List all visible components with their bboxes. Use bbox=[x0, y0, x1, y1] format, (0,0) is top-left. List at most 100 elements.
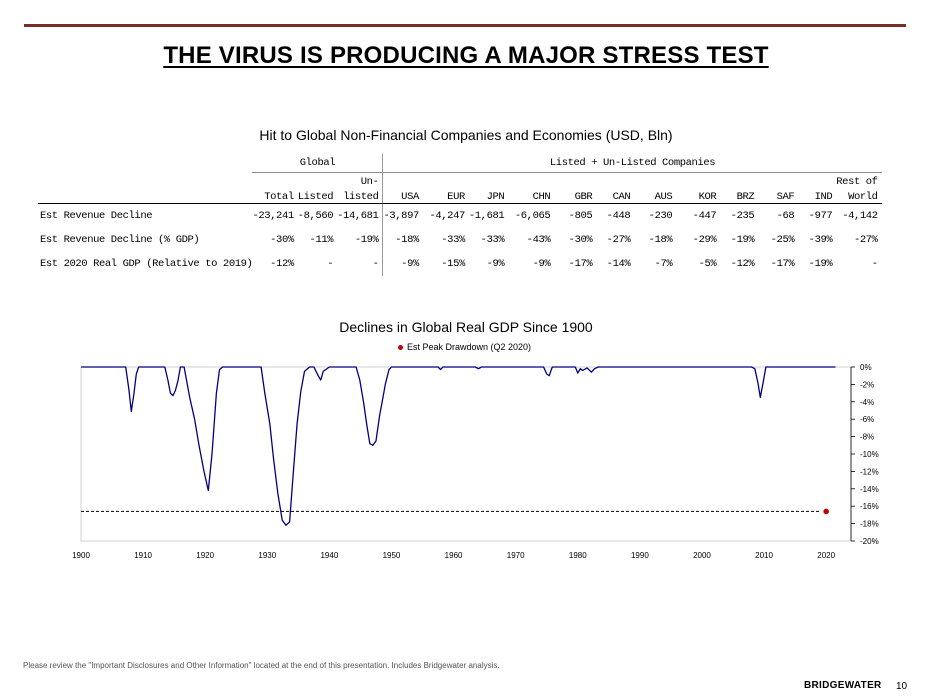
y-tick-label: -8% bbox=[860, 433, 874, 442]
table-cell: -23,241 bbox=[252, 210, 294, 222]
column-header: Listed bbox=[297, 188, 338, 204]
column-header: SAF bbox=[758, 188, 799, 204]
top-rule bbox=[24, 24, 906, 27]
footnote: Please review the "Important Disclosures… bbox=[23, 661, 500, 670]
revenue-hit-table: Global Listed + Un-Listed Companies Un- Res… bbox=[38, 154, 882, 276]
table-cell: -25% bbox=[770, 234, 795, 246]
peak-drawdown-marker bbox=[823, 508, 829, 515]
bridgewater-logo: BRIDGEWATER bbox=[804, 680, 882, 691]
table-cell: -30% bbox=[270, 234, 294, 246]
x-tick-label: 1940 bbox=[320, 551, 338, 560]
table-cell: -68 bbox=[776, 210, 795, 222]
column-header-row-top: Un- Rest of bbox=[38, 172, 882, 188]
table-cell: -27% bbox=[853, 234, 878, 246]
x-tick-label: 1920 bbox=[196, 551, 214, 560]
table-cell: -230 bbox=[648, 210, 673, 222]
y-tick-label: -14% bbox=[860, 485, 879, 494]
row-label: Est Revenue Decline (% GDP) bbox=[40, 234, 200, 246]
table-cell: -14% bbox=[606, 258, 631, 270]
x-tick-label: 1970 bbox=[507, 551, 525, 560]
table-cell: -39% bbox=[808, 234, 833, 246]
table-cell: -19% bbox=[730, 234, 755, 246]
column-header: EUR bbox=[422, 188, 469, 204]
table-cell: -9% bbox=[401, 258, 419, 270]
table-row: Est Revenue Decline -23,241 -8,560 -14,681-… bbox=[38, 203, 882, 228]
x-tick-label: 1930 bbox=[258, 551, 276, 560]
table-row: Est 2020 Real GDP (Relative to 2019) -12%… bbox=[38, 252, 882, 276]
y-tick-label: -18% bbox=[860, 520, 879, 529]
group-header-row: Global Listed + Un-Listed Companies bbox=[38, 154, 882, 173]
table-cell: -17% bbox=[770, 258, 795, 270]
legend-label: Est Peak Drawdown (Q2 2020) bbox=[407, 342, 532, 352]
table-cell: -805 bbox=[568, 210, 593, 222]
table-cell: -5% bbox=[698, 258, 717, 270]
column-header-top: Un- bbox=[337, 172, 384, 188]
chart-legend: Est Peak Drawdown (Q2 2020) bbox=[398, 342, 531, 352]
table-cell: -448 bbox=[606, 210, 631, 222]
table-cell: -33% bbox=[480, 234, 505, 246]
blank-cell bbox=[38, 188, 253, 204]
table-cell: -29% bbox=[692, 234, 717, 246]
row-label: Est Revenue Decline bbox=[40, 210, 153, 222]
table-cell: - bbox=[327, 258, 334, 270]
x-tick-label: 1900 bbox=[72, 551, 90, 560]
table-cell: -14,681 bbox=[337, 203, 384, 228]
table-cell: -4,247 bbox=[429, 210, 465, 222]
column-header-top: Rest of bbox=[836, 176, 878, 188]
table-title: Hit to Global Non-Financial Companies an… bbox=[259, 127, 673, 143]
legend-marker-dot bbox=[398, 344, 403, 350]
row-label: Est 2020 Real GDP (Relative to 2019) bbox=[40, 258, 253, 270]
table-cell: -7% bbox=[654, 258, 673, 270]
table-cell: -18% bbox=[395, 234, 419, 246]
y-tick-label: -10% bbox=[860, 450, 879, 459]
y-tick-label: -4% bbox=[860, 398, 874, 407]
chart-title: Declines in Global Real GDP Since 1900 bbox=[339, 319, 593, 335]
slide-title: THE VIRUS IS PRODUCING A MAJOR STRESS TE… bbox=[163, 42, 769, 69]
x-tick-label: 1910 bbox=[134, 551, 152, 560]
table-cell: -235 bbox=[730, 210, 755, 222]
column-header: GBR bbox=[554, 188, 597, 204]
y-tick-label: -12% bbox=[860, 467, 879, 476]
x-tick-label: 1990 bbox=[631, 551, 649, 560]
y-tick-label: 0% bbox=[860, 363, 872, 372]
x-tick-label: 2000 bbox=[693, 551, 711, 560]
column-header-row: Total Listed listed USA EUR JPN CHN GBR CAN AUS KO… bbox=[38, 188, 882, 204]
table-cell: -9% bbox=[532, 258, 551, 270]
x-tick-label: 2010 bbox=[755, 551, 773, 560]
column-header: listed bbox=[337, 188, 384, 204]
table-cell: -447 bbox=[692, 210, 717, 222]
table-cell: -12% bbox=[730, 258, 755, 270]
y-tick-label: -20% bbox=[860, 537, 879, 546]
table-cell: -43% bbox=[526, 234, 551, 246]
table-cell: -1,681 bbox=[468, 210, 505, 222]
table-cell: -3,897 bbox=[383, 210, 419, 222]
column-header: KOR bbox=[676, 188, 721, 204]
table-cell: - bbox=[337, 252, 384, 276]
table-cell: -9% bbox=[486, 258, 505, 270]
y-tick-label: -16% bbox=[860, 502, 879, 511]
x-tick-label: 2020 bbox=[817, 551, 835, 560]
column-header: World bbox=[836, 188, 882, 204]
table-cell: -33% bbox=[441, 234, 465, 246]
y-tick-label: -6% bbox=[860, 415, 874, 424]
page-number: 10 bbox=[896, 681, 908, 692]
table-cell: -19% bbox=[337, 228, 384, 252]
column-header: CAN bbox=[596, 188, 635, 204]
column-header: AUS bbox=[634, 188, 677, 204]
group-header-global: Global bbox=[252, 154, 384, 173]
y-tick-label: -2% bbox=[860, 380, 874, 389]
table-cell: -30% bbox=[568, 234, 593, 246]
x-tick-label: 1960 bbox=[445, 551, 463, 560]
table-cell: -15% bbox=[441, 258, 465, 270]
table-cell: -18% bbox=[648, 234, 673, 246]
column-header: USA bbox=[382, 188, 423, 204]
column-header: Total bbox=[252, 188, 298, 204]
x-tick-label: 1950 bbox=[383, 551, 401, 560]
column-header: JPN bbox=[468, 188, 509, 204]
table-cell: -8,560 bbox=[297, 210, 334, 222]
table-cell: -19% bbox=[808, 258, 833, 270]
table-cell: -17% bbox=[568, 258, 593, 270]
column-header: IND bbox=[798, 188, 837, 204]
table-cell: -12% bbox=[270, 258, 294, 270]
